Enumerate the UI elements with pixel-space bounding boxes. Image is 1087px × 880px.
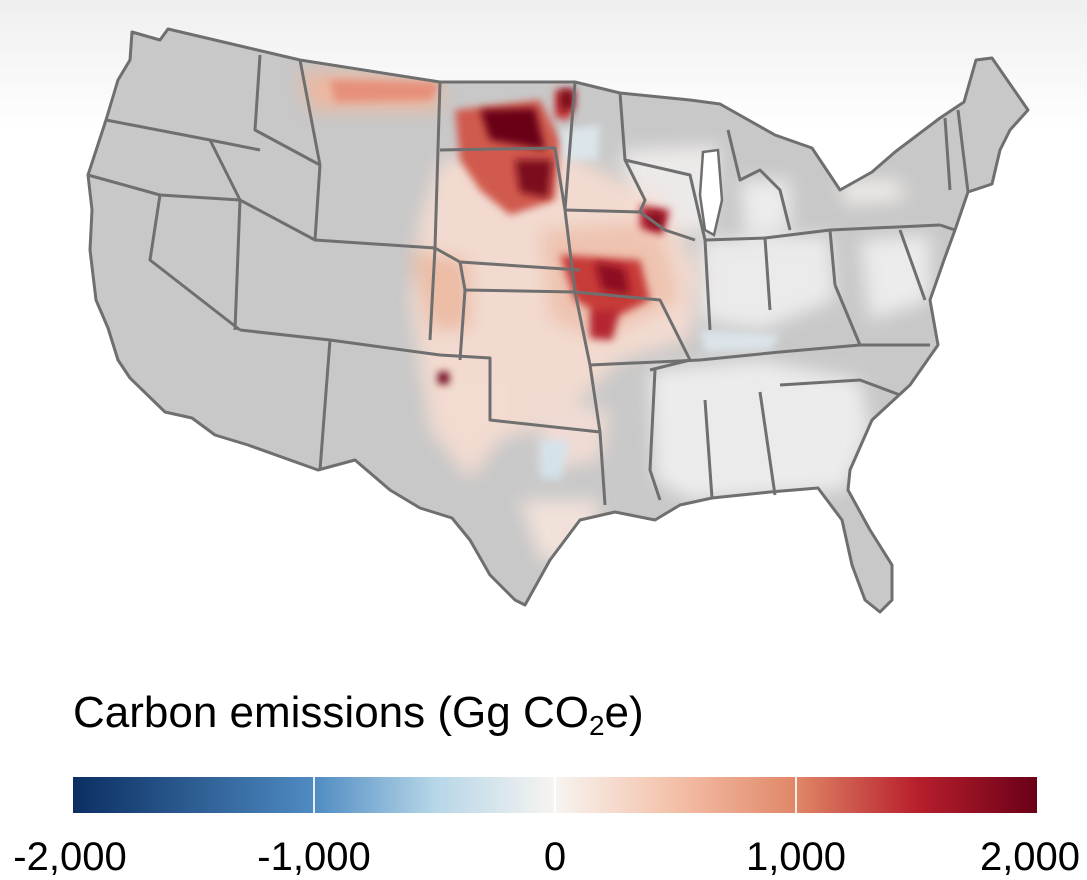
lake-michigan	[698, 148, 724, 237]
colorbar-tick	[795, 777, 797, 813]
colorbar-tick-label: 0	[543, 835, 567, 879]
legend-title: Carbon emissions (Gg CO2e)	[73, 688, 644, 742]
legend-title-subscript: 2	[588, 710, 605, 741]
colorbar-tick	[313, 777, 315, 813]
very-high-region-dakotas	[438, 90, 662, 384]
colorbar-tick-label: 1,000	[745, 835, 847, 879]
us-emissions-map	[86, 27, 1030, 614]
state-borders	[86, 27, 1030, 614]
legend-title-suffix: e)	[604, 688, 644, 737]
emission-shading	[300, 70, 930, 560]
colorbar-tick	[554, 777, 556, 813]
colorbar-tick-label: -1,000	[257, 835, 371, 879]
legend-title-prefix: Carbon emissions (Gg CO	[73, 688, 589, 737]
colorbar-tick-label: 2,000	[979, 835, 1081, 879]
colorbar	[73, 777, 1037, 813]
colorbar-tick-label: -2,000	[13, 835, 127, 879]
